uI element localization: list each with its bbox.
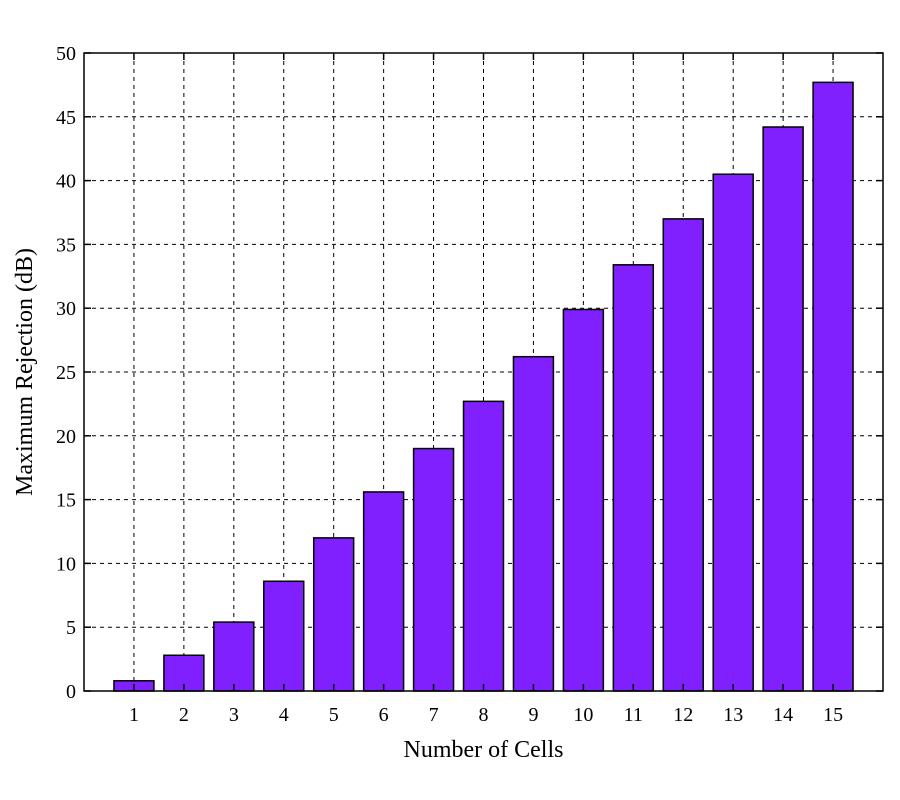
x-tick-label: 11: [624, 704, 643, 726]
y-tick-label: 40: [56, 171, 76, 193]
x-tick-label: 8: [479, 704, 489, 726]
y-tick-label: 25: [56, 362, 76, 384]
bar: [462, 400, 505, 692]
bar: [213, 621, 255, 692]
bar: [512, 355, 555, 692]
y-tick-label: 15: [56, 490, 76, 512]
y-tick-label: 20: [56, 426, 76, 448]
x-tick-label: 3: [229, 704, 239, 726]
y-tick-labels: 0 5 10 15 20 25 30 35 40 45 50: [56, 43, 76, 703]
x-tick-labels: 1 2 3 4 5 6 7 8 9 10 11 12 13 14 15: [129, 704, 843, 726]
x-tick-label: 14: [773, 704, 793, 726]
bar: [712, 173, 754, 692]
y-tick-label: 10: [56, 553, 76, 575]
x-tick-label: 7: [429, 704, 439, 726]
bar: [612, 264, 655, 692]
x-tick-label: 5: [329, 704, 339, 726]
y-tick-label: 0: [66, 681, 76, 703]
bar: [362, 491, 405, 692]
y-tick-label: 35: [56, 234, 76, 256]
bar: [812, 81, 854, 692]
x-tick-label: 2: [179, 704, 189, 726]
x-tick-label: 15: [823, 704, 843, 726]
y-tick-label: 50: [56, 43, 76, 65]
y-tick-label: 45: [56, 107, 76, 129]
x-tick-label: 1: [129, 704, 139, 726]
y-tick-label: 5: [66, 617, 76, 639]
x-tick-label: 4: [279, 704, 289, 726]
y-axis-label: Maximum Rejection (dB): [12, 248, 38, 496]
bar: [412, 447, 455, 692]
y-tick-label: 30: [56, 298, 76, 320]
bar: [762, 126, 804, 692]
x-tick-label: 12: [673, 704, 693, 726]
bar: [263, 580, 305, 692]
x-tick-label: 9: [528, 704, 538, 726]
x-tick-label: 10: [573, 704, 593, 726]
bar: [662, 218, 704, 692]
tick-marks: [84, 52, 883, 692]
x-tick-label: 6: [379, 704, 389, 726]
x-tick-label: 13: [723, 704, 743, 726]
bar: [562, 308, 605, 692]
x-axis-label: Number of Cells: [404, 737, 564, 763]
bars: [113, 81, 854, 692]
bar: [312, 537, 355, 692]
